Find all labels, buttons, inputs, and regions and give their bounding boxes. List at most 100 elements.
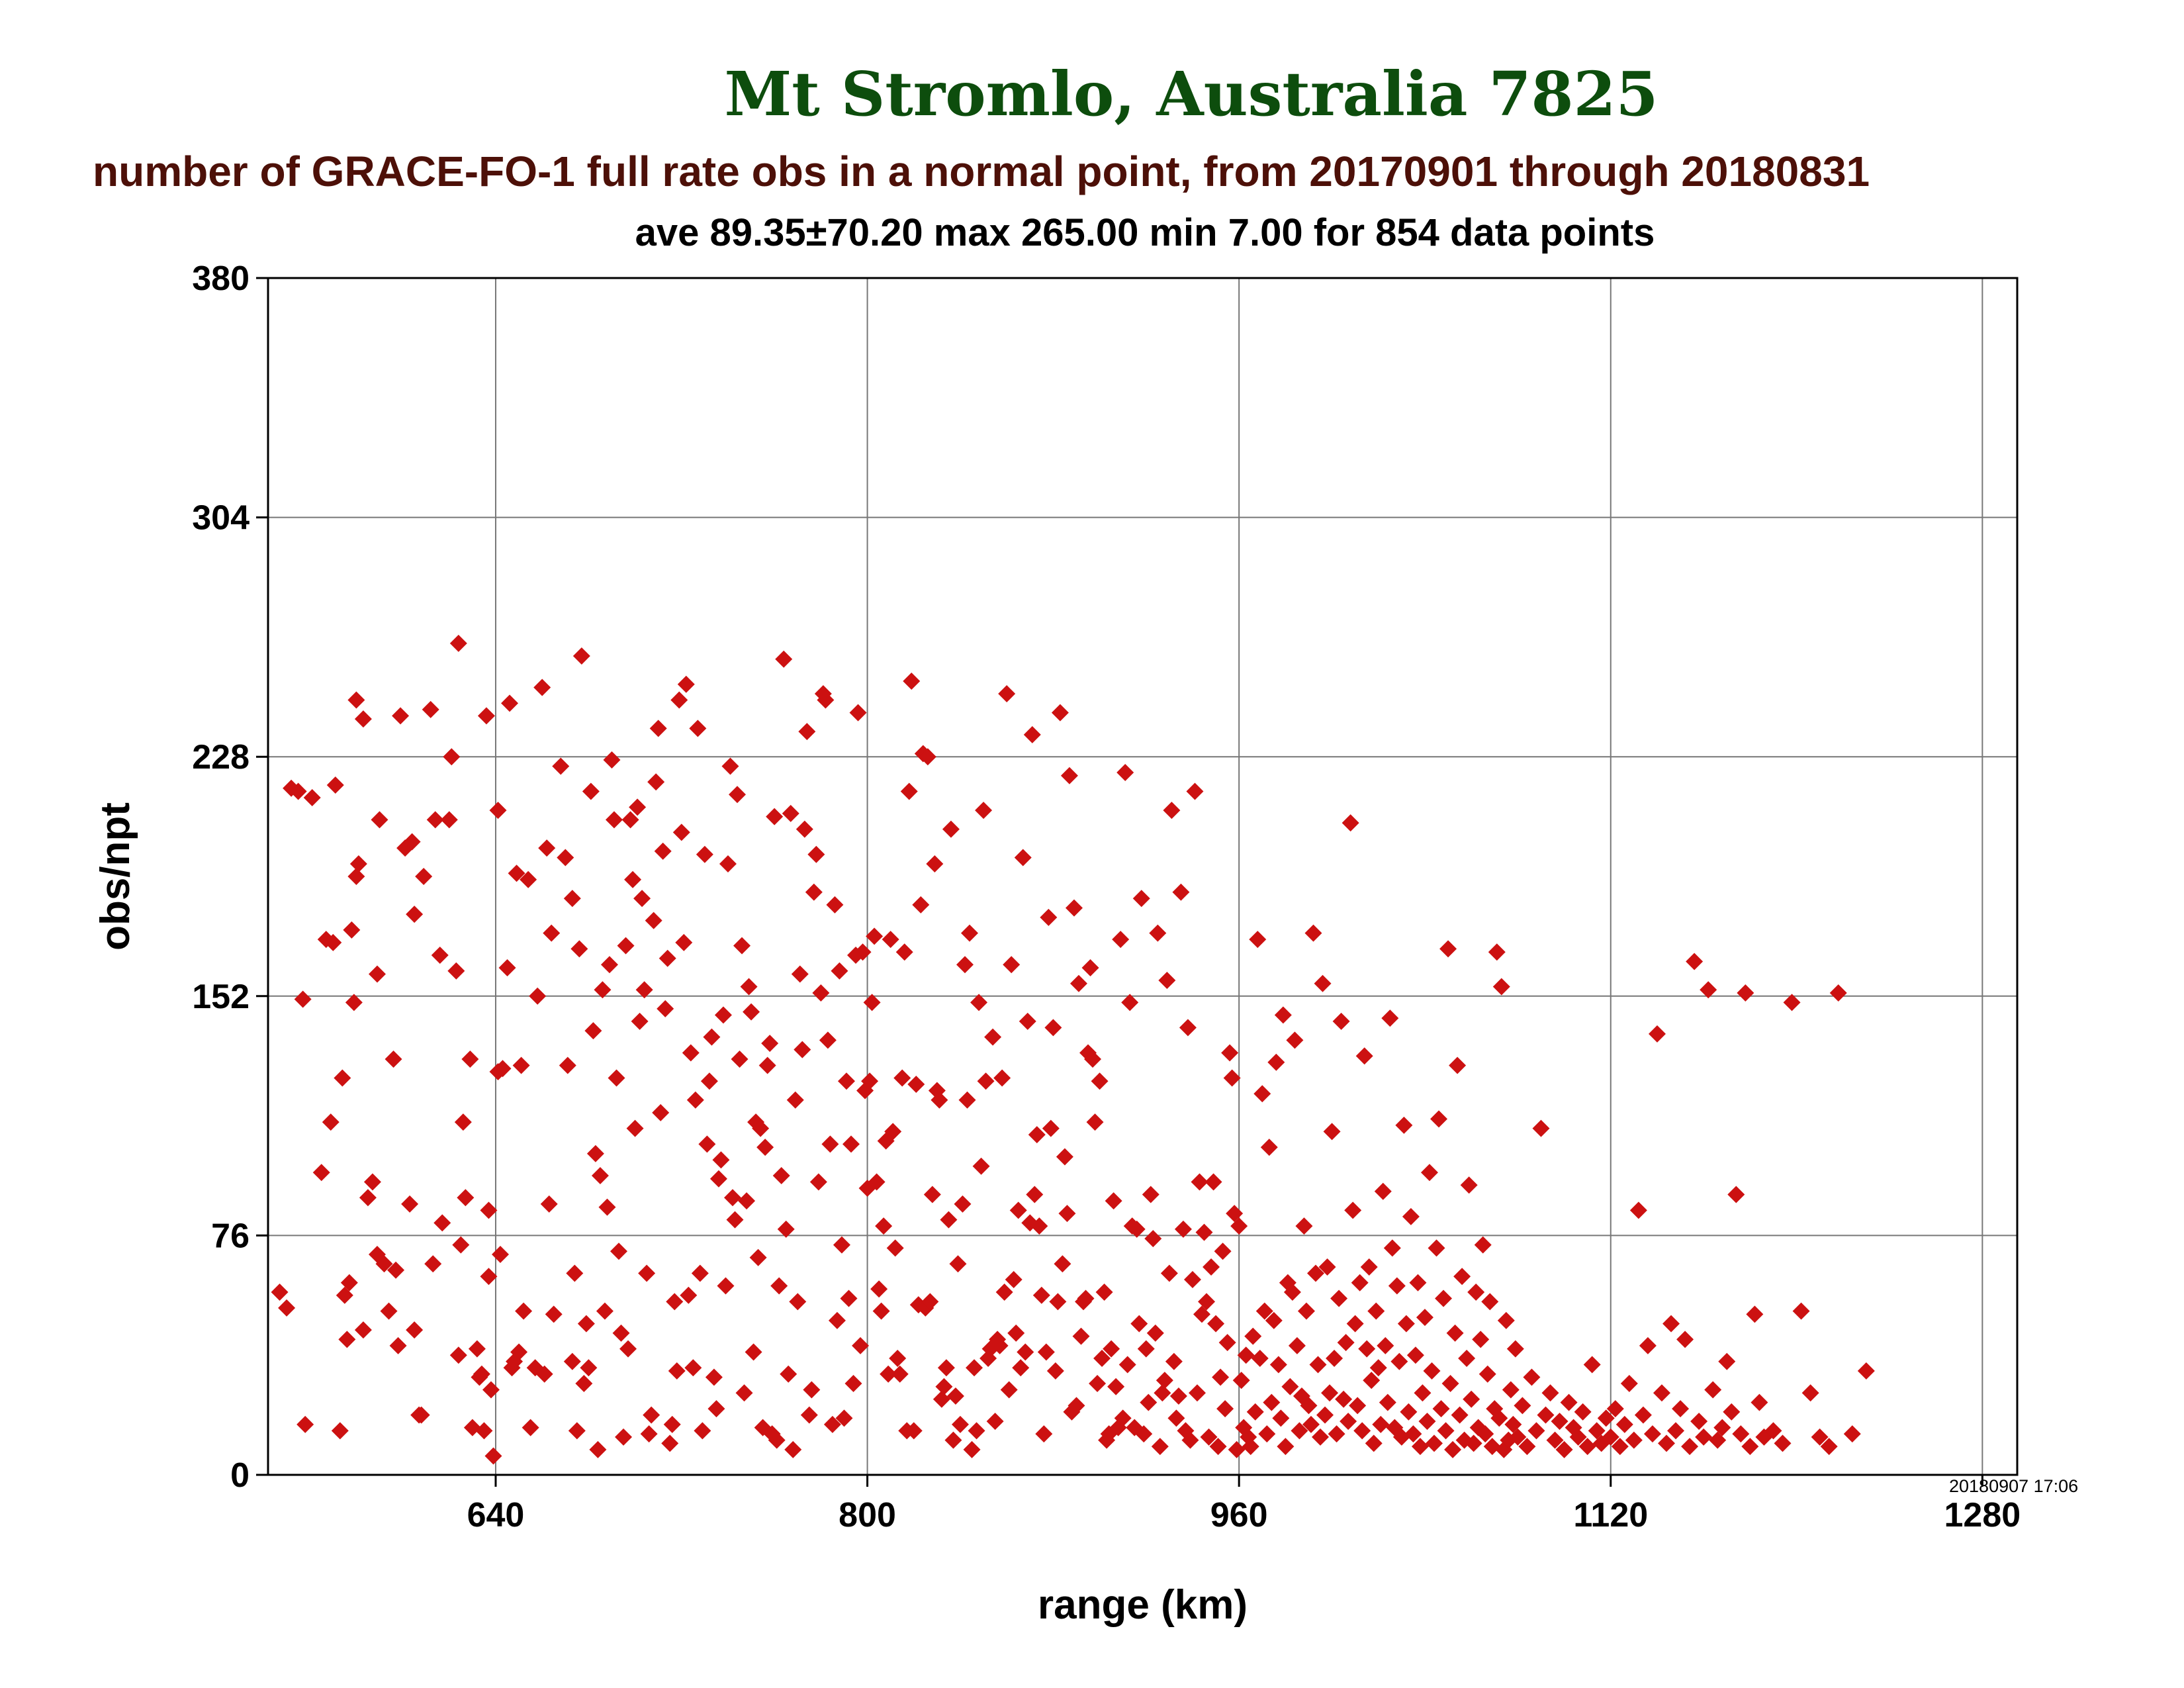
- data-point: [629, 798, 647, 816]
- data-point: [1291, 1422, 1308, 1440]
- plot-frame: [267, 277, 2019, 1476]
- data-point: [540, 1195, 558, 1213]
- data-point: [809, 1173, 827, 1191]
- x-axis-label: range (km): [1038, 1582, 1248, 1628]
- generated-timestamp: 20180907 17:06: [1949, 1476, 2079, 1496]
- data-point: [454, 1113, 472, 1131]
- data-point: [1318, 1258, 1336, 1276]
- data-point: [1068, 1397, 1085, 1415]
- data-point: [986, 1413, 1004, 1430]
- data-point: [1056, 1148, 1073, 1166]
- data-point: [645, 912, 662, 929]
- y-tick-label: 228: [192, 738, 250, 776]
- y-tick-label: 0: [230, 1456, 250, 1495]
- data-point: [1169, 1387, 1187, 1405]
- x-tick-label: 640: [467, 1496, 525, 1534]
- data-point: [1351, 1274, 1369, 1291]
- data-point: [392, 707, 410, 725]
- data-point: [1230, 1217, 1248, 1235]
- data-point: [1212, 1368, 1230, 1386]
- data-point: [823, 1415, 841, 1433]
- data-point: [631, 1012, 649, 1030]
- data-point: [610, 1243, 628, 1260]
- data-point: [1093, 1349, 1111, 1367]
- data-point: [852, 1336, 870, 1354]
- data-point: [473, 1365, 490, 1383]
- data-point: [363, 1173, 381, 1191]
- data-point: [786, 1091, 804, 1109]
- data-point: [563, 890, 581, 908]
- data-point: [1672, 1400, 1690, 1418]
- data-point: [1037, 1343, 1055, 1361]
- data-point: [923, 1186, 941, 1203]
- data-point: [1857, 1362, 1875, 1380]
- data-point: [977, 1072, 995, 1090]
- data-point: [1453, 1268, 1471, 1286]
- data-point: [705, 1368, 723, 1386]
- data-point: [1465, 1434, 1482, 1452]
- data-point: [1072, 1327, 1090, 1345]
- data-point: [1035, 1425, 1053, 1443]
- data-point: [1546, 1431, 1564, 1449]
- data-point: [1353, 1422, 1371, 1440]
- data-point: [1346, 1315, 1364, 1333]
- data-point: [1690, 1413, 1708, 1430]
- data-point: [1509, 1428, 1527, 1446]
- data-point: [1597, 1409, 1615, 1427]
- data-point: [1506, 1340, 1524, 1358]
- data-point: [1267, 1053, 1285, 1071]
- data-point: [1709, 1431, 1727, 1449]
- data-point: [449, 1346, 467, 1364]
- data-point: [1288, 1336, 1306, 1354]
- data-point: [670, 691, 688, 709]
- data-point: [958, 1091, 976, 1109]
- data-point: [1300, 1397, 1318, 1415]
- data-point: [903, 673, 921, 690]
- data-point: [608, 1069, 625, 1087]
- data-point: [1746, 1305, 1764, 1323]
- data-point: [498, 959, 516, 976]
- data-point: [1077, 1289, 1095, 1307]
- data-point: [271, 1284, 289, 1301]
- data-point: [566, 1264, 584, 1282]
- data-point: [1430, 1110, 1448, 1128]
- data-point: [563, 1352, 581, 1370]
- data-point: [1200, 1428, 1218, 1446]
- data-point: [1611, 1438, 1629, 1456]
- data-point: [354, 710, 372, 728]
- data-point: [480, 1268, 498, 1286]
- data-point: [680, 1286, 698, 1304]
- data-point: [1054, 1255, 1071, 1273]
- data-point: [657, 1000, 674, 1017]
- data-point: [1792, 1302, 1810, 1320]
- data-point: [1253, 1085, 1271, 1103]
- data-point: [812, 984, 830, 1002]
- grid-lines: [268, 277, 2017, 1476]
- data-point: [1662, 1315, 1680, 1333]
- data-point: [403, 833, 421, 851]
- data-point: [1095, 1284, 1113, 1301]
- data-point: [415, 868, 433, 885]
- data-point: [1360, 1258, 1378, 1276]
- data-point: [840, 1289, 858, 1307]
- data-point: [709, 1170, 727, 1188]
- data-point: [1801, 1384, 1819, 1402]
- data-point: [1132, 890, 1150, 908]
- data-point: [575, 1375, 593, 1393]
- data-point: [970, 994, 988, 1011]
- data-point: [349, 855, 367, 872]
- data-point: [761, 1035, 779, 1053]
- data-point: [1523, 1368, 1541, 1386]
- data-point: [1639, 1336, 1657, 1354]
- data-point: [966, 1359, 983, 1377]
- data-point: [1741, 1438, 1759, 1456]
- data-point: [1615, 1415, 1633, 1433]
- data-point: [1583, 1356, 1601, 1374]
- data-point: [1383, 1239, 1401, 1257]
- data-point: [1369, 1359, 1387, 1377]
- data-point: [1379, 1393, 1396, 1411]
- data-point: [1255, 1302, 1273, 1320]
- data-point: [1441, 1375, 1459, 1393]
- data-point: [1381, 1009, 1399, 1027]
- data-point: [1188, 1384, 1206, 1402]
